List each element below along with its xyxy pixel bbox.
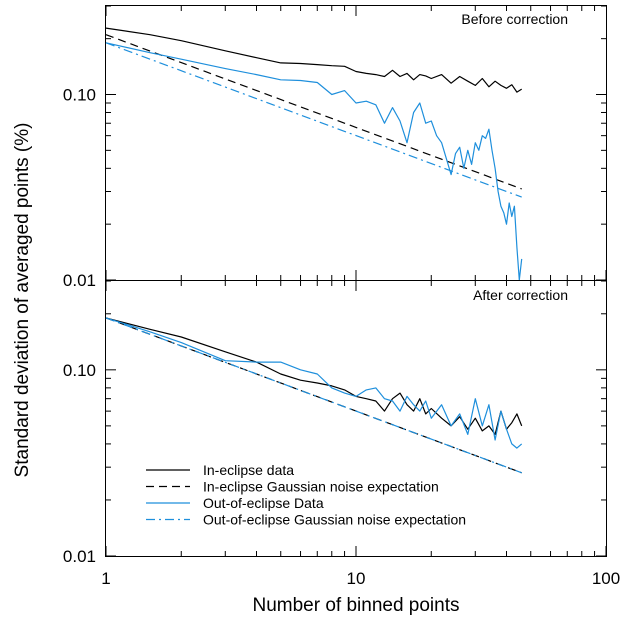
legend-label: Out-of-eclipse Gaussian noise expectatio… — [203, 512, 466, 528]
plot-frame — [105, 5, 607, 281]
series-in-eclipse-data — [105, 317, 523, 435]
x-tick-label: 10 — [347, 569, 366, 588]
series-out-of-eclipse-data — [105, 317, 523, 449]
y-axis-label: Standard deviation of averaged points (%… — [12, 123, 33, 478]
panel-title: After correction — [473, 287, 568, 303]
panel-after-correction: 0.01 0.10 1 10 100 After correction In-eclip… — [63, 280, 620, 588]
y-tick-label: 0.10 — [63, 361, 96, 380]
panel-title: Before correction — [461, 11, 568, 27]
series-out-of-eclipse-gaussian-noise-expectation — [105, 42, 522, 198]
x-tick-label: 100 — [592, 569, 620, 588]
y-tick-label: 0.01 — [63, 547, 96, 566]
ticks: 0.01 0.10 1 10 100 — [63, 280, 620, 588]
x-axis-label: Number of binned points — [252, 595, 459, 616]
legend-label: In-eclipse Gaussian noise expectation — [203, 479, 439, 495]
series-out-of-eclipse-gaussian-noise-expectation — [105, 317, 522, 474]
legend-label: In-eclipse data — [203, 462, 294, 478]
series-in-eclipse-gaussian-noise-expectation — [105, 34, 522, 190]
panel-before-correction: 0.01 0.10 Before correction — [63, 5, 607, 290]
y-tick-label: 0.10 — [63, 86, 96, 105]
x-tick-label: 1 — [101, 569, 110, 588]
series-in-eclipse-data — [105, 27, 523, 93]
series-in-eclipse-gaussian-noise-expectation — [105, 317, 522, 474]
y-tick-label: 0.01 — [63, 271, 96, 290]
series — [105, 317, 523, 474]
series-out-of-eclipse-data — [105, 42, 523, 281]
plot-frame — [105, 280, 607, 557]
series — [105, 27, 523, 281]
legend-label: Out-of-eclipse Data — [203, 495, 324, 511]
